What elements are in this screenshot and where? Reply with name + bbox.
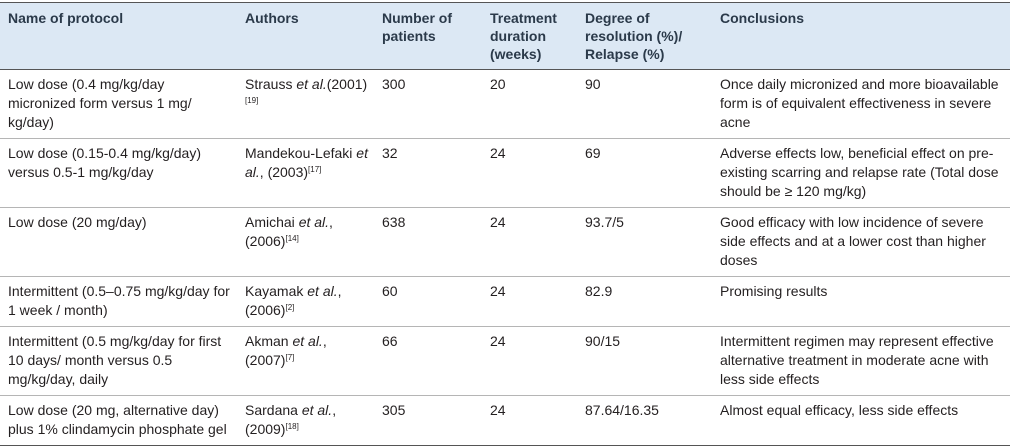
authors-cell: Kayamak et al., (2006)[2]	[237, 276, 374, 327]
author-name: Sardana	[245, 402, 298, 418]
author-year: , (2003)	[259, 164, 309, 180]
duration-cell: 24	[482, 207, 577, 277]
authors-cell: Mandekou-Lefaki et al., (2003)[17]	[237, 138, 374, 208]
et-al: et al.	[296, 76, 327, 92]
header-row: Name of protocol Authors Number of patient…	[0, 2, 1010, 70]
resolution-cell: 93.7/5	[577, 207, 712, 277]
resolution-cell: 69	[577, 138, 712, 208]
resolution-cell: 87.64/16.35	[585, 402, 659, 418]
et-al: et al.	[301, 402, 333, 418]
table-row: Intermittent (0.5–0.75 mg/kg/day for 1 w…	[0, 276, 1010, 327]
author-name: Strauss	[245, 76, 293, 92]
patients-cell: 638	[374, 207, 482, 277]
header-cell: Name of protocol	[0, 2, 237, 70]
author-name: Amichai	[245, 214, 295, 230]
conclusion-cell: Promising results	[712, 276, 1010, 327]
author-name: Mandekou-Lefaki	[245, 145, 353, 161]
et-al: et al.	[307, 283, 338, 299]
table-row: Low dose (0.4 mg/kg/day micronized form …	[0, 69, 1010, 139]
header-cell: Number of patients	[374, 2, 482, 70]
conclusion-cell: Intermittent regimen may represent effec…	[712, 326, 1010, 396]
author-year: , (2006)	[245, 214, 333, 249]
authors-cell: Akman et al., (2007)[7]	[237, 326, 374, 396]
duration-cell: 24	[482, 138, 577, 208]
et-al: et al.	[245, 145, 368, 180]
reference: [18]	[285, 422, 299, 431]
protocol-cell: Low dose (20 mg/day)	[0, 207, 237, 277]
protocol-cell: Low dose (20 mg, alternative day) plus 1…	[8, 402, 227, 437]
reference: [2]	[285, 303, 295, 312]
table-row: Intermittent (0.5 mg/kg/day for first 10…	[0, 326, 1010, 396]
authors-cell: Sardana et al., (2009)[18]	[237, 396, 374, 446]
resolution-cell: 82.9	[577, 276, 712, 327]
table-body: Low dose (0.4 mg/kg/day micronized form …	[0, 69, 1010, 446]
conclusion-cell: Adverse effects low, beneficial effect o…	[712, 138, 1010, 208]
table-row: Low dose (0.15-0.4 mg/kg/day) versus 0.5…	[0, 138, 1010, 208]
table-row: Low dose (20 mg/day) Amichai et al., (200…	[0, 207, 1010, 277]
reference: [7]	[285, 353, 295, 362]
table-row: Low dose (20 mg, alternative day) plus 1…	[0, 396, 1010, 446]
header-cell: Degree of resolution (%)/ Relapse (%)	[577, 2, 712, 70]
duration-cell: 24	[482, 276, 577, 327]
header-cell: Authors	[237, 2, 374, 70]
protocol-cell: Intermittent (0.5–0.75 mg/kg/day for 1 w…	[0, 276, 237, 327]
authors-cell: Strauss et al.(2001) [19]	[237, 69, 374, 139]
conclusion-cell: Good efficacy with low incidence of seve…	[712, 207, 1010, 277]
patients-cell: 305	[382, 402, 406, 418]
author-year: , (2007)	[245, 333, 327, 368]
author-name: Kayamak	[245, 283, 304, 299]
reference: [14]	[285, 234, 299, 243]
header-cell: Conclusions	[712, 2, 1010, 70]
patients-cell: 32	[374, 138, 482, 208]
conclusion-cell: Once daily micronized and more bioavaila…	[712, 69, 1010, 139]
duration-cell: 20	[482, 69, 577, 139]
conclusion-cell: Almost equal efficacy, less side effects	[720, 402, 959, 418]
reference: [17]	[308, 165, 322, 174]
protocol-cell: Low dose (0.4 mg/kg/day micronized form …	[0, 69, 237, 139]
duration-cell: 24	[490, 402, 506, 418]
resolution-cell: 90	[577, 69, 712, 139]
author-year: (2001)	[326, 76, 368, 92]
author-year: , (2006)	[245, 283, 342, 318]
patients-cell: 60	[374, 276, 482, 327]
author-name: Akman	[245, 333, 289, 349]
patients-cell: 66	[374, 326, 482, 396]
resolution-cell: 90/15	[577, 326, 712, 396]
reference: [19]	[245, 96, 259, 105]
duration-cell: 24	[482, 326, 577, 396]
authors-cell: Amichai et al., (2006)[14]	[237, 207, 374, 277]
et-al: et al.	[298, 214, 330, 230]
protocol-cell: Intermittent (0.5 mg/kg/day for first 10…	[0, 326, 237, 396]
patients-cell: 300	[374, 69, 482, 139]
et-al: et al.	[292, 333, 323, 349]
protocol-cell: Low dose (0.15-0.4 mg/kg/day) versus 0.5…	[0, 138, 237, 208]
header-cell: Treatment duration (weeks)	[482, 2, 577, 70]
